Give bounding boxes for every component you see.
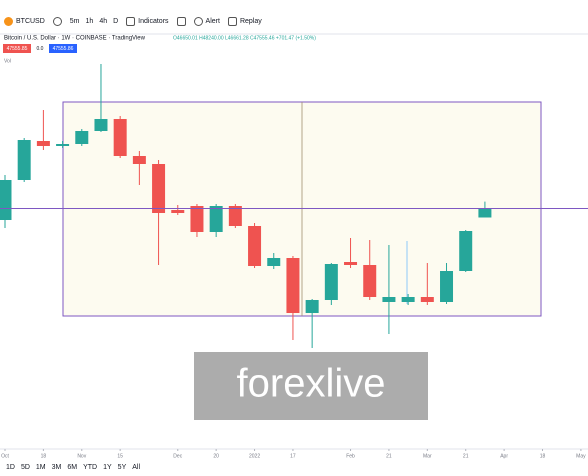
candle-body xyxy=(132,156,146,164)
symbol-button[interactable]: BTCUSD xyxy=(4,16,45,26)
candle-body xyxy=(344,262,358,265)
buy-box[interactable] xyxy=(49,44,77,53)
indicators-button[interactable]: Indicators xyxy=(126,16,169,26)
candle-body xyxy=(209,206,223,232)
candle-body xyxy=(459,231,473,271)
candle-body xyxy=(420,297,434,302)
range[interactable]: 6M xyxy=(67,464,78,471)
candle-body xyxy=(478,208,492,218)
interval[interactable]: 1h xyxy=(85,17,94,25)
watermark: forexlive xyxy=(237,362,386,406)
interval[interactable]: 4h xyxy=(99,17,108,25)
candle-body xyxy=(171,210,185,213)
candle-body xyxy=(17,140,31,180)
symbol: BTCUSD xyxy=(16,17,45,25)
range[interactable]: YTD xyxy=(83,464,98,471)
range[interactable]: 5Y xyxy=(117,464,127,471)
candles xyxy=(0,64,492,348)
interval[interactable]: 5m xyxy=(69,17,80,25)
range[interactable]: 3M xyxy=(51,464,62,471)
layout-icon[interactable] xyxy=(176,16,186,26)
range[interactable]: 1M xyxy=(35,464,46,471)
range[interactable]: All xyxy=(132,464,141,471)
range[interactable]: 1D xyxy=(6,464,15,471)
candle-body xyxy=(75,131,89,144)
candle-body xyxy=(440,271,454,302)
label: Indicators xyxy=(138,17,169,25)
x-tick-label: May xyxy=(576,453,586,459)
candle-body xyxy=(401,297,415,302)
x-tick-label: 2022 xyxy=(249,453,260,459)
candle-body xyxy=(56,144,70,146)
candle-body xyxy=(248,226,262,266)
toolbar: BTCUSD 5m 1h 4h D Indicators Alert Replay xyxy=(0,10,262,32)
candle-body xyxy=(113,119,127,156)
x-tick-label: Feb xyxy=(346,453,355,459)
x-tick-label: Nov xyxy=(77,453,86,459)
sell-price: 47555.85 xyxy=(7,46,28,52)
candle-body xyxy=(267,258,281,266)
candle-body xyxy=(228,206,242,226)
range[interactable]: 1Y xyxy=(103,464,112,471)
spread: 0.0 xyxy=(37,46,44,52)
label: Replay xyxy=(239,17,262,25)
candle-body xyxy=(382,297,396,302)
x-tick-label: Mar xyxy=(423,453,432,459)
buy-price: 47555.86 xyxy=(53,46,74,52)
sell-box[interactable] xyxy=(3,44,31,53)
x-tick-label: 15 xyxy=(117,453,123,459)
range[interactable]: 5D xyxy=(20,464,30,471)
candle-body xyxy=(305,300,319,313)
watermark-box xyxy=(194,352,428,420)
candle-body xyxy=(190,206,204,232)
volume-label: Vol xyxy=(4,58,11,64)
candle-body xyxy=(286,258,300,313)
x-tick-label: 18 xyxy=(41,453,47,459)
x-tick-label: 21 xyxy=(386,453,392,459)
x-tick-label: Dec xyxy=(173,453,182,459)
legend-title: Bitcoin / U.S. Dollar · 1W · COINBASE · … xyxy=(4,36,146,42)
candle-body xyxy=(0,180,12,220)
x-tick-label: Apr xyxy=(500,453,508,459)
candle-body xyxy=(324,264,338,300)
candle-body xyxy=(36,141,50,146)
compare-icon[interactable] xyxy=(52,16,62,26)
x-tick-label: 20 xyxy=(213,453,219,459)
x-tick-label: 18 xyxy=(540,453,546,459)
label: Alert xyxy=(205,17,220,25)
intervals: 5m 1h 4h D xyxy=(70,18,118,25)
x-tick-label: 17 xyxy=(290,453,296,459)
candle-body xyxy=(363,265,377,297)
x-tick-label: 21 xyxy=(463,453,469,459)
range-bar: 1D 5D 1M 3M 6M YTD 1Y 5Y All xyxy=(6,464,140,471)
candle-body xyxy=(152,164,166,213)
interval[interactable]: D xyxy=(113,17,119,25)
candle-body xyxy=(94,119,108,131)
legend-ohlc: O46650.01 H48240.00 L46661.28 C47555.46 … xyxy=(173,35,316,41)
alert-button[interactable]: Alert xyxy=(193,16,220,26)
x-tick-label: Oct xyxy=(1,453,9,459)
replay-button[interactable]: Replay xyxy=(227,16,262,26)
